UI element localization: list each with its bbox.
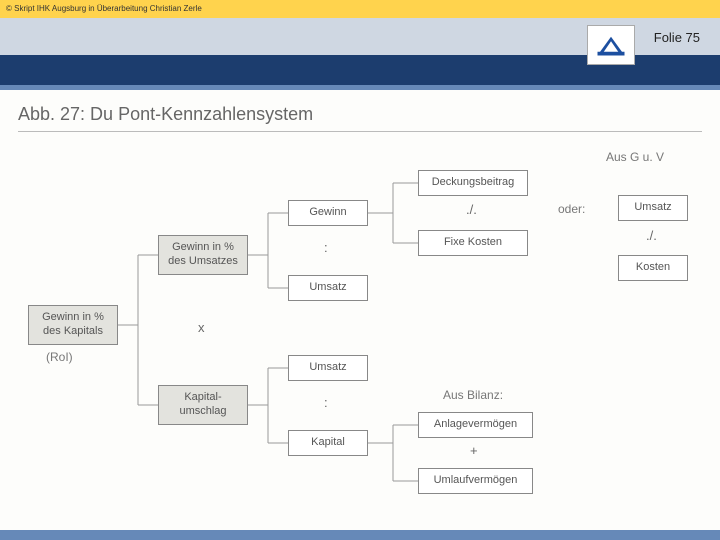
node-umlauf: Umlaufvermögen — [418, 468, 533, 494]
node-lbl_guv: Aus G u. V — [606, 150, 664, 164]
title-rule — [18, 131, 702, 132]
logo — [587, 25, 635, 65]
node-root: Gewinn in % des Kapitals — [28, 305, 118, 345]
node-margin: Gewinn in % des Umsatzes — [158, 235, 248, 275]
node-op_div2: : — [324, 395, 328, 410]
node-op_x: x — [198, 320, 205, 335]
node-op_div1: : — [324, 240, 328, 255]
figure-title: Abb. 27: Du Pont-Kennzahlensystem — [18, 104, 702, 125]
node-turn: Kapital- umschlag — [158, 385, 248, 425]
node-db: Deckungsbeitrag — [418, 170, 528, 196]
dupont-diagram: Gewinn in % des Kapitals (RoI) Gewinn in %… — [18, 140, 702, 500]
node-lbl_bilanz: Aus Bilanz: — [443, 388, 503, 402]
node-umsatz1: Umsatz — [288, 275, 368, 301]
node-r_kosten: Kosten — [618, 255, 688, 281]
slide: © Skript IHK Augsburg in Überarbeitung C… — [0, 0, 720, 540]
content-area: Abb. 27: Du Pont-Kennzahlensystem Gewinn… — [0, 90, 720, 530]
node-root_sub: (RoI) — [46, 350, 73, 364]
slide-number: Folie 75 — [654, 30, 700, 45]
node-umsatz2: Umsatz — [288, 355, 368, 381]
node-op_p: + — [470, 443, 478, 458]
node-op_m1: ./. — [466, 202, 477, 217]
node-lbl_oder: oder: — [558, 202, 585, 216]
node-fix: Fixe Kosten — [418, 230, 528, 256]
copyright-bar: © Skript IHK Augsburg in Überarbeitung C… — [0, 0, 720, 18]
node-r_umsatz: Umsatz — [618, 195, 688, 221]
node-anlage: Anlagevermögen — [418, 412, 533, 438]
node-op_m2: ./. — [646, 228, 657, 243]
node-gewinn: Gewinn — [288, 200, 368, 226]
node-kapital: Kapital — [288, 430, 368, 456]
